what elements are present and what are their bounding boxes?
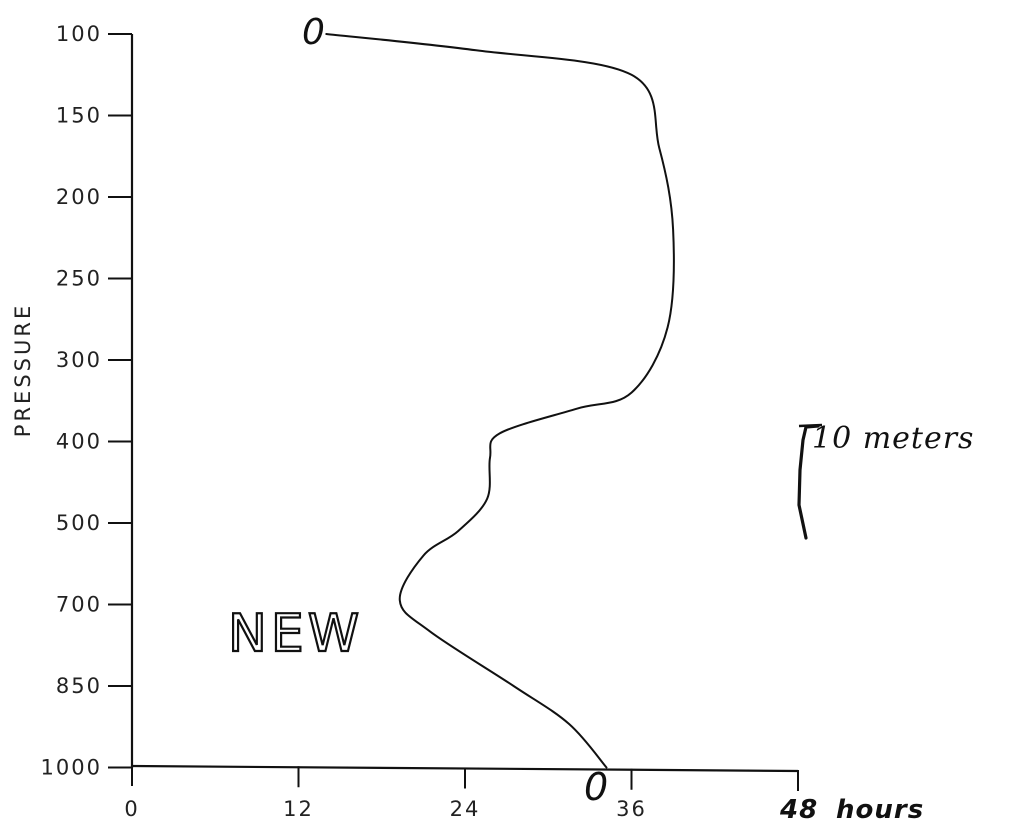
- x-tick-label: 0: [124, 797, 139, 821]
- scale-bar-cap: [798, 423, 823, 428]
- y-tick-label: 150: [56, 104, 102, 128]
- y-tick-label: 850: [56, 674, 102, 698]
- x-ticks: 0 12 24 36 48: [124, 765, 818, 825]
- y-tick-label: 200: [56, 185, 102, 209]
- bottom-marker-label: 0: [584, 765, 608, 809]
- top-marker-label: 0: [302, 12, 325, 53]
- y-tick-label: 700: [56, 593, 102, 617]
- x-tick-label: 48: [779, 795, 818, 825]
- x-tick-label: 24: [450, 797, 481, 821]
- y-tick-label: 250: [56, 267, 102, 291]
- series-line-new: [325, 33, 675, 769]
- scale-bar-label: 10 meters: [812, 421, 974, 456]
- x-axis-unit-label: hours: [836, 795, 924, 825]
- y-tick-label: 300: [56, 348, 102, 372]
- y-tick-label: 100: [56, 22, 102, 46]
- series-label-new: NEW: [228, 604, 363, 664]
- y-tick-label: 400: [56, 430, 102, 454]
- y-tick-label: 1000: [41, 756, 102, 780]
- y-tick-label: 500: [56, 511, 102, 535]
- x-tick-label: 12: [283, 797, 314, 821]
- scale-bar: 10 meters: [797, 421, 974, 540]
- y-ticks: 100 150 200 250 300 400 500 700 850 1000: [41, 22, 132, 780]
- y-axis-title: PRESSURE: [11, 303, 35, 437]
- x-tick-label: 36: [616, 797, 647, 821]
